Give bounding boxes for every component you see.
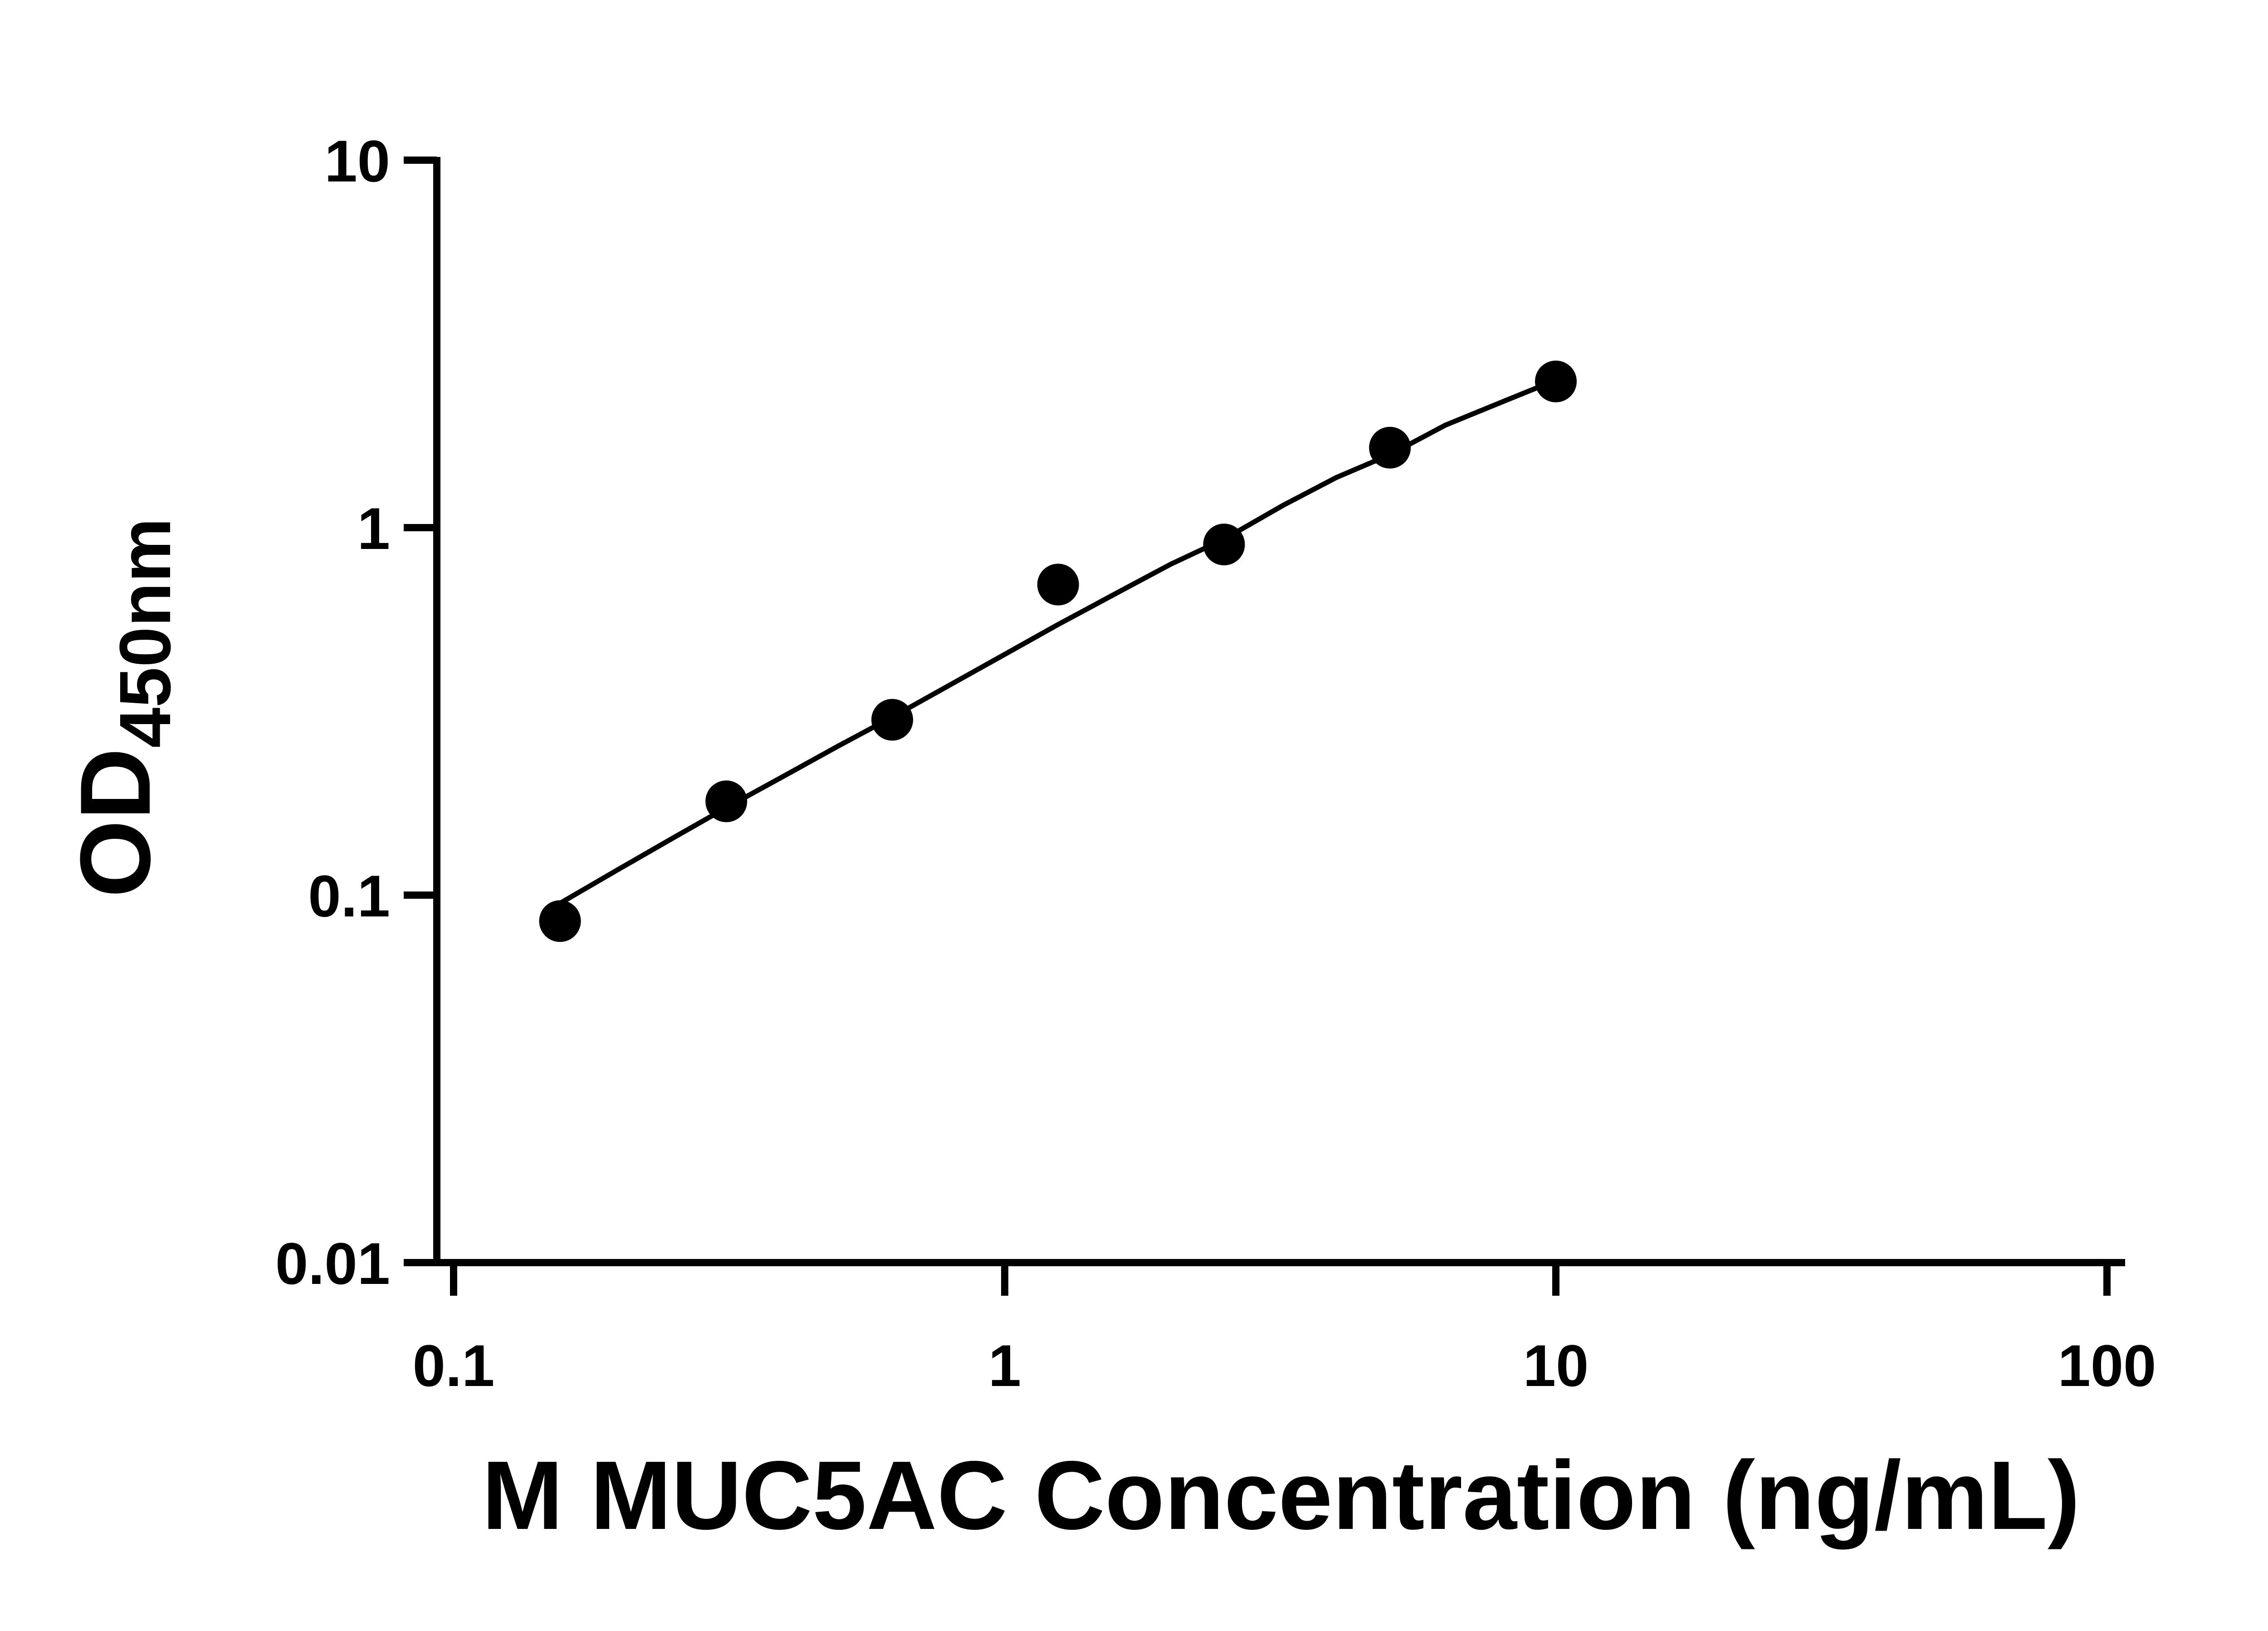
data-point — [539, 900, 581, 942]
x-axis-title: M MUC5AC Concentration (ng/mL) — [482, 1440, 2080, 1550]
data-point — [871, 699, 913, 741]
y-tick-label: 0.01 — [275, 1230, 390, 1297]
plot-area: 0.1 1 10 100 0.01 0.1 1 10 — [275, 128, 2156, 1399]
data-point — [1535, 360, 1577, 402]
x-tick-label: 0.1 — [413, 1332, 495, 1399]
data-point — [705, 780, 748, 823]
data-point — [1369, 426, 1411, 469]
data-point — [1037, 563, 1079, 606]
y-axis-title-subscript: 450nm — [104, 518, 186, 748]
y-tick-label: 0.1 — [308, 863, 390, 929]
x-tick-label: 1 — [988, 1332, 1021, 1399]
x-tick-label: 100 — [2058, 1332, 2156, 1399]
y-axis-title-main: OD — [59, 748, 171, 897]
y-tick-label: 10 — [324, 128, 390, 194]
y-tick-label: 1 — [357, 495, 390, 562]
y-axis-title: OD450nm — [59, 518, 186, 898]
x-tick-label: 10 — [1523, 1332, 1589, 1399]
data-point — [1203, 524, 1245, 566]
